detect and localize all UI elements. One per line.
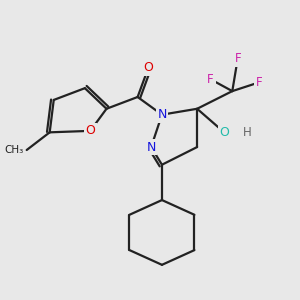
Text: N: N — [146, 141, 156, 154]
Text: O: O — [219, 126, 229, 139]
Text: O: O — [85, 124, 95, 137]
Text: F: F — [234, 52, 241, 65]
Text: F: F — [207, 73, 214, 86]
Text: CH₃: CH₃ — [5, 145, 24, 155]
Text: N: N — [157, 108, 167, 121]
Text: H: H — [243, 126, 252, 139]
Text: F: F — [256, 76, 263, 89]
Text: O: O — [85, 124, 95, 137]
Text: O: O — [143, 61, 153, 74]
